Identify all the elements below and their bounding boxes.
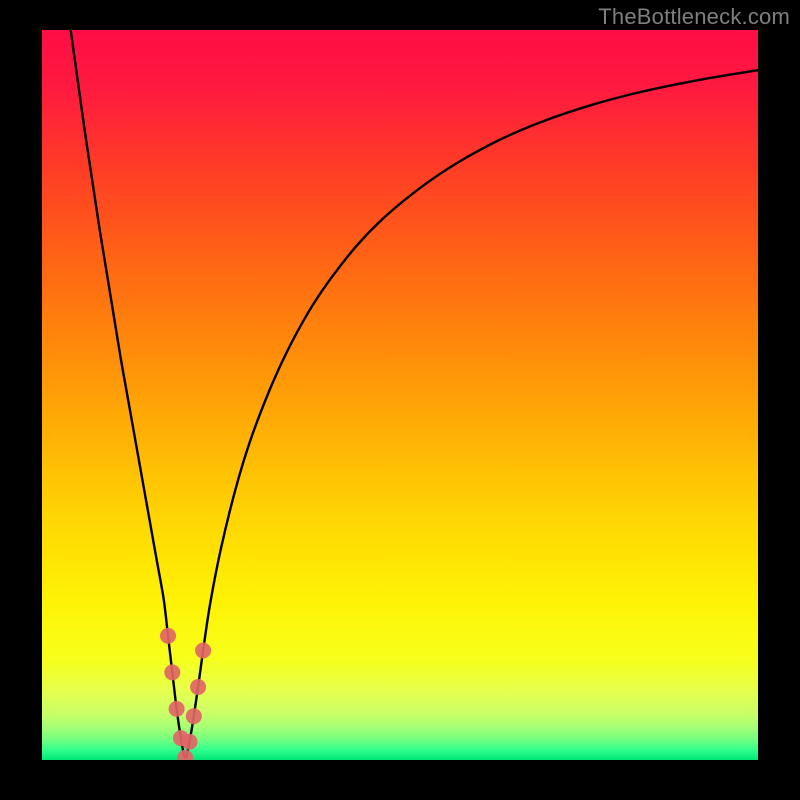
watermark-text: TheBottleneck.com xyxy=(598,4,790,30)
highlight-marker xyxy=(160,628,176,644)
highlight-marker xyxy=(195,643,211,659)
highlight-marker xyxy=(190,679,206,695)
bottleneck-curve xyxy=(71,30,758,758)
highlight-marker xyxy=(164,664,180,680)
highlight-markers xyxy=(160,628,211,760)
highlight-marker xyxy=(177,750,193,760)
highlight-marker xyxy=(169,701,185,717)
chart-svg xyxy=(42,30,758,760)
plot-area xyxy=(42,30,758,760)
highlight-marker xyxy=(186,708,202,724)
highlight-marker xyxy=(182,734,198,750)
